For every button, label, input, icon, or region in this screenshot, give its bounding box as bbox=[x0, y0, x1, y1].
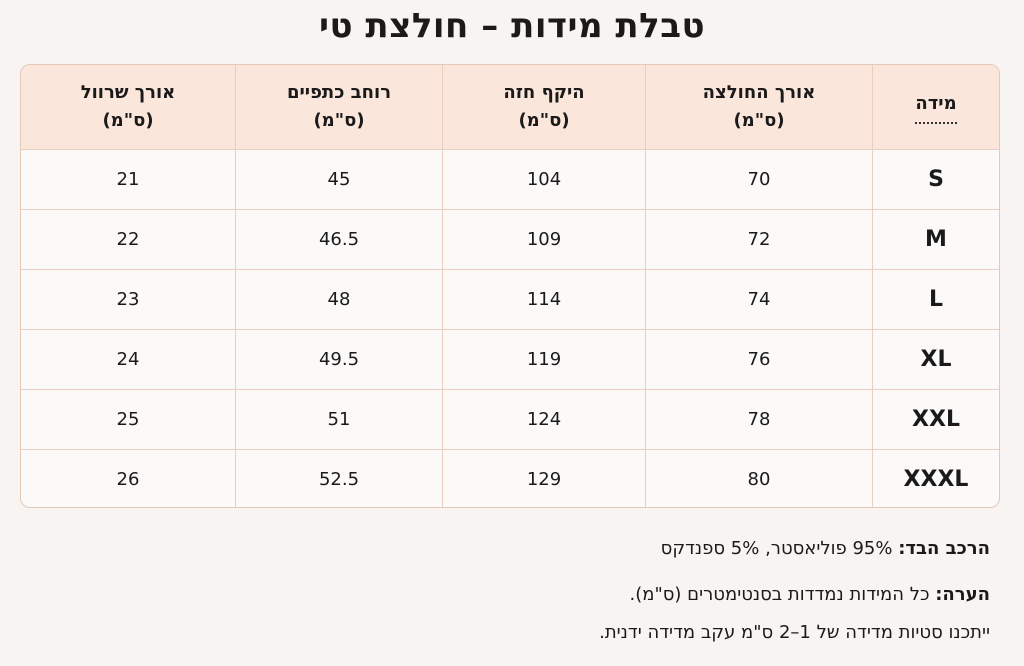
fabric-label: הרכב הבד: bbox=[898, 538, 990, 559]
table-row: S 70 104 45 21 bbox=[21, 149, 999, 210]
sleeve-cell: 21 bbox=[21, 149, 236, 210]
sleeve-cell: 22 bbox=[21, 209, 236, 270]
chest-cell: 129 bbox=[442, 449, 646, 507]
shoulders-cell: 45 bbox=[235, 149, 443, 210]
sleeve-cell: 24 bbox=[21, 329, 236, 390]
length-cell: 70 bbox=[645, 149, 873, 210]
fabric-note: הרכב הבד: 95% פוליאסטר, 5% ספנדקס bbox=[50, 538, 990, 559]
length-cell: 78 bbox=[645, 389, 873, 450]
shoulders-cell: 46.5 bbox=[235, 209, 443, 270]
size-chart-table: מידה אורך החולצה (ס"מ) היקף חזה (ס"מ) רו… bbox=[20, 64, 1000, 508]
table-row: L 74 114 48 23 bbox=[21, 269, 999, 330]
table-row: XXXL 80 129 52.5 26 bbox=[21, 449, 999, 507]
header-label: אורך החולצה bbox=[702, 81, 816, 103]
size-cell: XXXL bbox=[872, 449, 999, 507]
sleeve-cell: 25 bbox=[21, 389, 236, 450]
shoulders-cell: 48 bbox=[235, 269, 443, 330]
header-sleeve: אורך שרוול (ס"מ) bbox=[21, 65, 236, 150]
header-unit: (ס"מ) bbox=[518, 109, 570, 131]
measurement-note: הערה: כל המידות נמדדות בסנטימטרים (ס"מ). bbox=[50, 584, 991, 605]
header-chest: היקף חזה (ס"מ) bbox=[442, 65, 646, 150]
tolerance-note: ייתכנו סטיות מדידה של 1–2 ס"מ עקב מדידה … bbox=[599, 622, 990, 643]
size-cell: XL bbox=[872, 329, 999, 390]
header-shoulders: רוחב כתפיים (ס"מ) bbox=[235, 65, 443, 150]
size-cell: M bbox=[872, 209, 999, 270]
chest-cell: 119 bbox=[442, 329, 646, 390]
length-cell: 80 bbox=[645, 449, 873, 507]
note-label: הערה: bbox=[935, 584, 990, 605]
shoulders-cell: 51 bbox=[235, 389, 443, 450]
length-cell: 72 bbox=[645, 209, 873, 270]
table-row: M 72 109 46.5 22 bbox=[21, 209, 999, 270]
length-cell: 76 bbox=[645, 329, 873, 390]
header-shirt-length: אורך החולצה (ס"מ) bbox=[645, 65, 873, 150]
shoulders-cell: 49.5 bbox=[235, 329, 443, 390]
size-cell: S bbox=[872, 149, 999, 210]
table-header-row: מידה אורך החולצה (ס"מ) היקף חזה (ס"מ) רו… bbox=[21, 65, 999, 150]
header-size: מידה bbox=[872, 65, 999, 150]
header-unit: (ס"מ) bbox=[102, 109, 154, 131]
header-unit: (ס"מ) bbox=[733, 109, 785, 131]
header-size-label: מידה bbox=[915, 90, 957, 124]
chest-cell: 114 bbox=[442, 269, 646, 330]
chest-cell: 124 bbox=[442, 389, 646, 450]
header-unit: (ס"מ) bbox=[313, 109, 365, 131]
sleeve-cell: 26 bbox=[116, 468, 140, 490]
shoulders-cell: 52.5 bbox=[235, 449, 443, 507]
length-cell: 74 bbox=[645, 269, 873, 330]
table-row: XL 76 119 49.5 24 bbox=[21, 329, 999, 390]
header-label: רוחב כתפיים bbox=[286, 81, 392, 103]
table-row: XXL 78 124 51 25 bbox=[21, 389, 999, 450]
size-cell: XXL bbox=[872, 389, 999, 450]
sleeve-cell: 23 bbox=[21, 269, 236, 330]
header-label: היקף חזה bbox=[503, 81, 585, 103]
note-value: כל המידות נמדדות בסנטימטרים (ס"מ). bbox=[629, 584, 930, 605]
chest-cell: 109 bbox=[442, 209, 646, 270]
page-title: טבלת מידות – חולצת טי bbox=[318, 6, 706, 46]
chest-cell: 104 bbox=[442, 149, 646, 210]
fabric-value: 95% פוליאסטר, 5% ספנדקס bbox=[660, 538, 893, 559]
size-cell: L bbox=[872, 269, 999, 330]
header-label: אורך שרוול bbox=[80, 81, 176, 103]
